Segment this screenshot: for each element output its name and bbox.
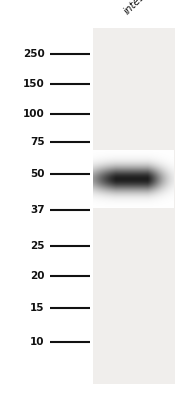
Text: 50: 50 xyxy=(30,169,45,179)
Text: 250: 250 xyxy=(23,49,45,59)
Text: 75: 75 xyxy=(30,137,45,147)
Text: 150: 150 xyxy=(23,79,45,89)
Text: 10: 10 xyxy=(30,337,45,347)
Text: 37: 37 xyxy=(30,205,45,215)
Text: 15: 15 xyxy=(30,303,45,313)
Text: 25: 25 xyxy=(30,241,45,251)
Bar xyxy=(93,28,175,384)
Text: 20: 20 xyxy=(30,271,45,281)
Text: intestine: intestine xyxy=(122,0,161,16)
Text: 100: 100 xyxy=(23,109,45,119)
